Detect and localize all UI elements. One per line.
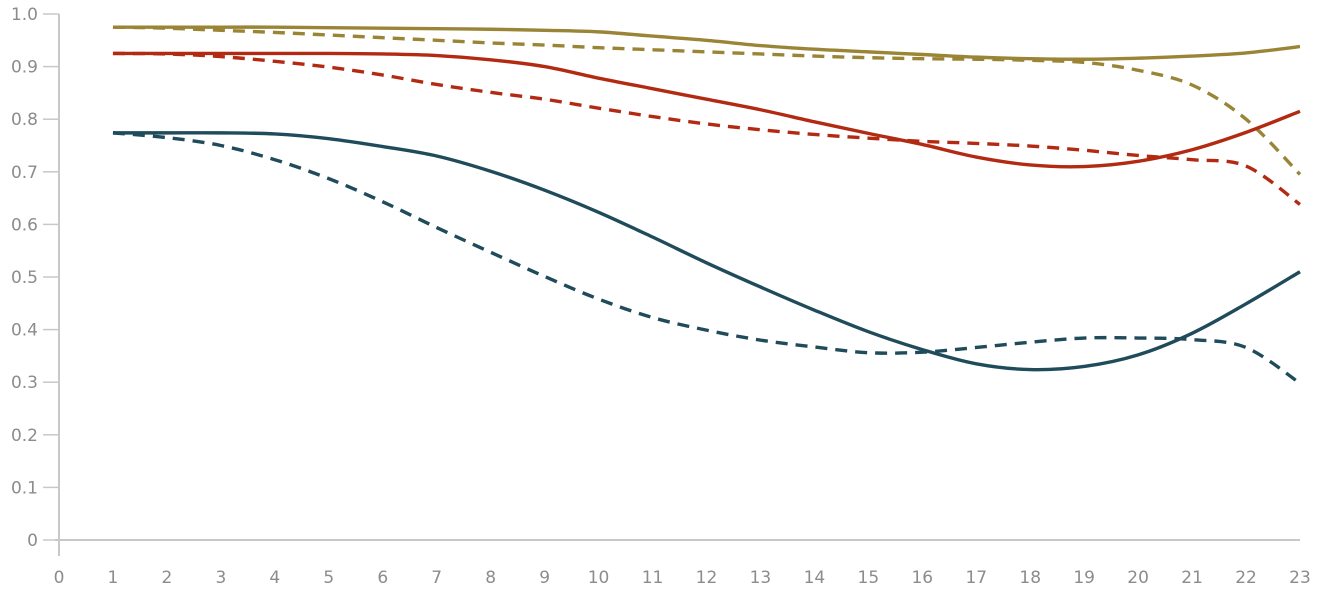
x-tick-label: 23 [1289,568,1311,588]
x-tick-label: 19 [1073,568,1095,588]
x-tick-label: 14 [804,568,826,588]
x-tick-label: 4 [269,568,280,588]
y-axis-ticks: 0 0.1 0.2 0.3 0.4 0.5 0.6 0.7 0.8 0.9 1.0 [11,5,59,551]
y-tick-label: 0.7 [11,163,38,183]
x-tick-label: 22 [1235,568,1257,588]
x-tick-label: 9 [539,568,550,588]
x-tick-label: 16 [911,568,933,588]
y-tick-label: 0.3 [11,373,38,393]
x-tick-label: 13 [750,568,772,588]
y-tick-label: 0.8 [11,110,38,130]
series-line-2-dashed [112,25,1302,176]
x-tick-label: 6 [377,568,388,588]
series-line-4-dashed [112,51,1302,206]
y-tick-label: 0.6 [11,215,38,235]
x-tick-label: 12 [696,568,718,588]
x-tick-label: 18 [1019,568,1041,588]
x-tick-label: 5 [323,568,334,588]
x-tick-label: 10 [588,568,610,588]
series-line-3-solid [112,51,1301,169]
x-tick-label: 17 [965,568,987,588]
x-tick-label: 1 [108,568,119,588]
series-lines [112,25,1302,385]
axes [55,14,1300,556]
series-line-5-solid [112,131,1301,372]
y-tick-label: 0 [27,531,38,551]
x-tick-label: 11 [642,568,664,588]
x-tick-label: 8 [485,568,496,588]
y-tick-label: 0.5 [11,268,38,288]
y-tick-label: 0.9 [11,58,38,78]
y-tick-label: 0.1 [11,478,38,498]
x-tick-label: 7 [431,568,442,588]
x-tick-label: 21 [1181,568,1203,588]
x-tick-label: 20 [1127,568,1149,588]
x-axis-ticks: 0 1 2 3 4 5 6 7 8 9 10 11 12 13 14 15 16 17 18 19 20 21 22 23 [54,568,1311,588]
series-line-6-dashed [112,131,1301,385]
series-line-1-solid [112,25,1301,61]
y-tick-label: 0.4 [11,321,38,341]
y-tick-label: 1.0 [11,5,38,25]
x-tick-label: 0 [54,568,65,588]
x-tick-label: 2 [161,568,172,588]
y-tick-label: 0.2 [11,426,38,446]
x-tick-label: 15 [858,568,880,588]
x-tick-label: 3 [215,568,226,588]
